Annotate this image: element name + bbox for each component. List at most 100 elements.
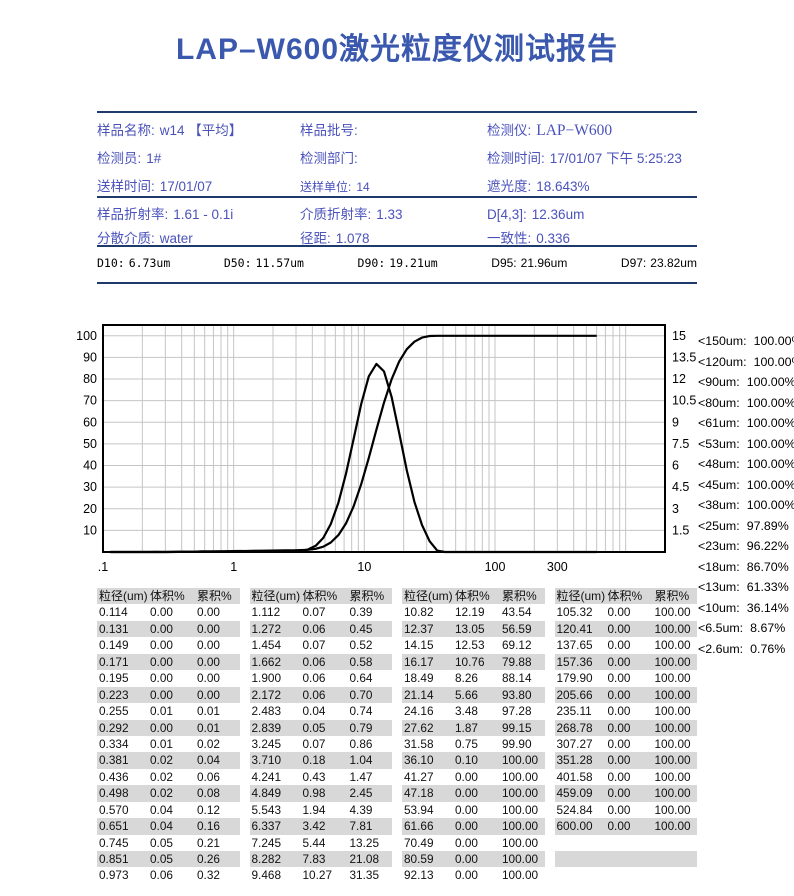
table-cell: 120.41: [556, 621, 593, 636]
table-cell: 0.131: [99, 621, 129, 636]
table-cell: 1.94: [302, 802, 326, 817]
table-cell: 0.05: [302, 720, 326, 735]
info-label: 样品名称:: [97, 123, 155, 138]
table-cell: 92.13: [404, 868, 434, 883]
table-cell: 4.241: [251, 769, 282, 784]
chart-grid: [103, 325, 665, 552]
table-cell: 0.16: [197, 819, 220, 834]
table-cell: 27.62: [404, 720, 434, 735]
table-row: [555, 867, 698, 883]
info-value: w14 【平均】: [159, 123, 243, 138]
table-cell: 80.59: [404, 852, 434, 866]
table-cell: 0.79: [349, 720, 373, 735]
d-label: D97:: [620, 256, 647, 270]
optical-info-table: 样品折射率: 1.61 - 0.1i 介质折射率: 1.33 D[4,3]: 12.36u…: [97, 203, 697, 251]
table-row: 12.37 13.05 56.59: [402, 620, 545, 638]
table-cell: 0.02: [197, 736, 220, 751]
table-cell: 0.00: [607, 687, 631, 702]
table-cell: 100.00: [654, 687, 691, 702]
table-row: 61.66 0.00 100.00: [402, 818, 545, 835]
volume-curve: [110, 362, 597, 554]
table-cell: 31.58: [404, 736, 434, 751]
list-item-label: <61um:: [698, 416, 740, 430]
table-cell: 41.27: [404, 769, 434, 784]
info-label: 检测仪:: [487, 123, 532, 138]
table-row: 0.334 0.01 0.02: [97, 736, 240, 752]
table-cell: 0.07: [302, 605, 326, 620]
info-cell: 介质折射率: 1.33: [300, 203, 487, 227]
d-label: D95:: [491, 256, 517, 270]
table-row: 0.651 0.04 0.16: [97, 818, 240, 835]
table-row: 0.745 0.05 0.21: [97, 835, 240, 851]
list-item: <25um: 97.89%: [698, 516, 793, 537]
table-cell: 0.00: [197, 687, 220, 702]
table-row: 21.14 5.66 93.80: [402, 686, 545, 704]
table-cell: 0.00: [197, 638, 220, 653]
table-cell: 2.45: [349, 786, 373, 801]
table-row: 2.483 0.04 0.74: [250, 703, 393, 719]
list-item-value: 100.00%: [746, 395, 794, 410]
table-cell: 16.17: [404, 654, 434, 669]
info-value: 12.36um: [531, 207, 585, 222]
d-label: D50:: [223, 256, 252, 270]
table-cell: 99.90: [502, 736, 532, 751]
table-cell: 100.00: [502, 835, 539, 850]
table-cell: 5.44: [302, 835, 326, 850]
table-header-cell: 粒径(um): [251, 589, 301, 603]
table-row: 4.241 0.43 1.47: [250, 769, 393, 785]
list-item-label: <23um:: [698, 539, 740, 553]
table-cell: 0.06: [302, 621, 326, 636]
list-item-label: <38um:: [698, 498, 740, 512]
table-row: 179.90 0.00 100.00: [555, 670, 698, 686]
table-cell: 3.42: [302, 819, 326, 834]
info-cell: 检测时间: 17/01/07 下午 5:25:23: [487, 145, 697, 173]
table-row: 157.36 0.00 100.00: [554, 653, 697, 671]
table-cell: 0.498: [99, 786, 129, 801]
table-cell: 4.39: [349, 802, 373, 817]
table-cell: 137.65: [556, 638, 593, 653]
info-label: 检测员:: [97, 151, 142, 166]
table-header-cell: 体积%: [150, 589, 185, 603]
table-cell: 0.114: [99, 605, 128, 620]
x-axis-tick: 10: [357, 560, 371, 574]
info-value: water: [159, 231, 193, 246]
table-cell: 0.04: [150, 819, 173, 834]
table-row: 0.195 0.00 0.00: [97, 670, 240, 686]
table-row: 16.17 10.76 79.88: [402, 653, 545, 671]
table-cell: 3.245: [251, 736, 282, 751]
table-cell: 0.01: [197, 704, 220, 719]
left-axis-tick: 60: [83, 415, 97, 429]
list-item: <2.6um: 0.76%: [698, 639, 793, 660]
table-cell: [608, 867, 655, 883]
list-item-label: <10um:: [698, 600, 740, 615]
list-item-value: 36.14%: [746, 600, 789, 615]
table-header-row: 粒径(um) 体积% 累积%: [249, 588, 392, 605]
table-cell: 0.00: [607, 769, 631, 784]
table-cell: 0.00: [607, 671, 631, 686]
info-cell: 样品折射率: 1.61 - 0.1i: [97, 203, 300, 227]
table-cell: 2.172: [251, 687, 282, 702]
table-cell: 7.81: [349, 819, 373, 834]
table-cell: 100.00: [654, 605, 691, 620]
table-row: 0.149 0.00 0.00: [97, 637, 240, 653]
list-item-value: 8.67%: [750, 621, 786, 635]
info-cell: 检测仪: LAP−W600: [487, 117, 697, 145]
table-row: 5.543 1.94 4.39: [250, 802, 393, 818]
table-row: 36.10 0.10 100.00: [402, 752, 545, 769]
table-cell: 0.00: [455, 835, 478, 850]
list-item-label: <53um:: [698, 436, 740, 451]
table-cell: 93.80: [502, 687, 532, 702]
table-cell: 0.08: [197, 786, 220, 801]
info-row: 检测员: 1# 检测部门: 检测时间: 17/01/07 下午 5:25:23: [97, 145, 697, 173]
table-row: 6.337 3.42 7.81: [249, 818, 392, 835]
info-row: 样品名称: w14 【平均】 样品批号: 检测仪: LAP−W600: [97, 117, 697, 145]
d-value: 11.57um: [255, 256, 304, 270]
table-row: 459.09 0.00 100.00: [554, 785, 697, 802]
right-axis-tick: 9: [672, 415, 679, 429]
particle-size-distribution-chart: 10 20 30 40 50 60 70 80 90 100 1.5 3 4.5 6 7.5 9 10.5 12 1…: [75, 318, 700, 584]
table-cell: 0.00: [607, 704, 631, 719]
table-cell: 100.00: [502, 852, 539, 866]
table-cell: 43.54: [502, 605, 532, 620]
table-row: 600.00 0.00 100.00: [554, 818, 697, 835]
table-row: 0.292 0.00 0.01: [97, 719, 240, 736]
